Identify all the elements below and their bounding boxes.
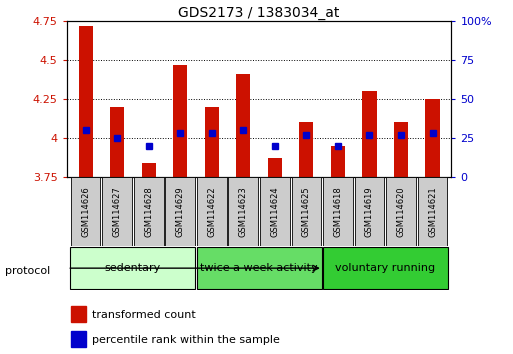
Text: GSM114625: GSM114625 [302,186,311,237]
Bar [173,65,187,177]
Bar [323,177,353,246]
Text: sedentary: sedentary [105,263,161,273]
Bar [418,177,447,246]
Text: GSM114618: GSM114618 [333,186,342,237]
Text: GSM114621: GSM114621 [428,186,437,237]
Bar [354,177,384,246]
Bar [323,247,448,290]
Bar [134,177,164,246]
Bar [70,331,86,347]
Bar [236,74,250,177]
Bar [110,107,124,177]
Text: protocol: protocol [5,266,50,276]
Bar [228,177,258,246]
Title: GDS2173 / 1383034_at: GDS2173 / 1383034_at [179,6,340,20]
Bar [196,247,322,290]
Bar [197,177,227,246]
Text: GSM114626: GSM114626 [81,186,90,237]
Text: GSM114620: GSM114620 [397,186,405,237]
Text: GSM114629: GSM114629 [176,186,185,237]
Bar [362,91,377,177]
Text: GSM114624: GSM114624 [270,186,280,237]
Text: GSM114628: GSM114628 [144,186,153,237]
Text: voluntary running: voluntary running [335,263,435,273]
Bar [268,158,282,177]
Bar [394,122,408,177]
Text: twice a week activity: twice a week activity [200,263,318,273]
Bar [71,177,101,246]
Text: GSM114622: GSM114622 [207,186,216,237]
Bar [70,247,195,290]
Text: GSM114627: GSM114627 [113,186,122,237]
Bar [142,163,156,177]
Bar [386,177,416,246]
Bar [299,122,313,177]
Bar [291,177,321,246]
Text: GSM114623: GSM114623 [239,186,248,237]
Bar [260,177,290,246]
Bar [70,306,86,322]
Bar [78,26,93,177]
Text: GSM114619: GSM114619 [365,186,374,237]
Text: percentile rank within the sample: percentile rank within the sample [92,335,280,344]
Bar [205,107,219,177]
Bar [102,177,132,246]
Bar [165,177,195,246]
Text: transformed count: transformed count [92,310,195,320]
Bar [425,99,440,177]
Bar [331,146,345,177]
